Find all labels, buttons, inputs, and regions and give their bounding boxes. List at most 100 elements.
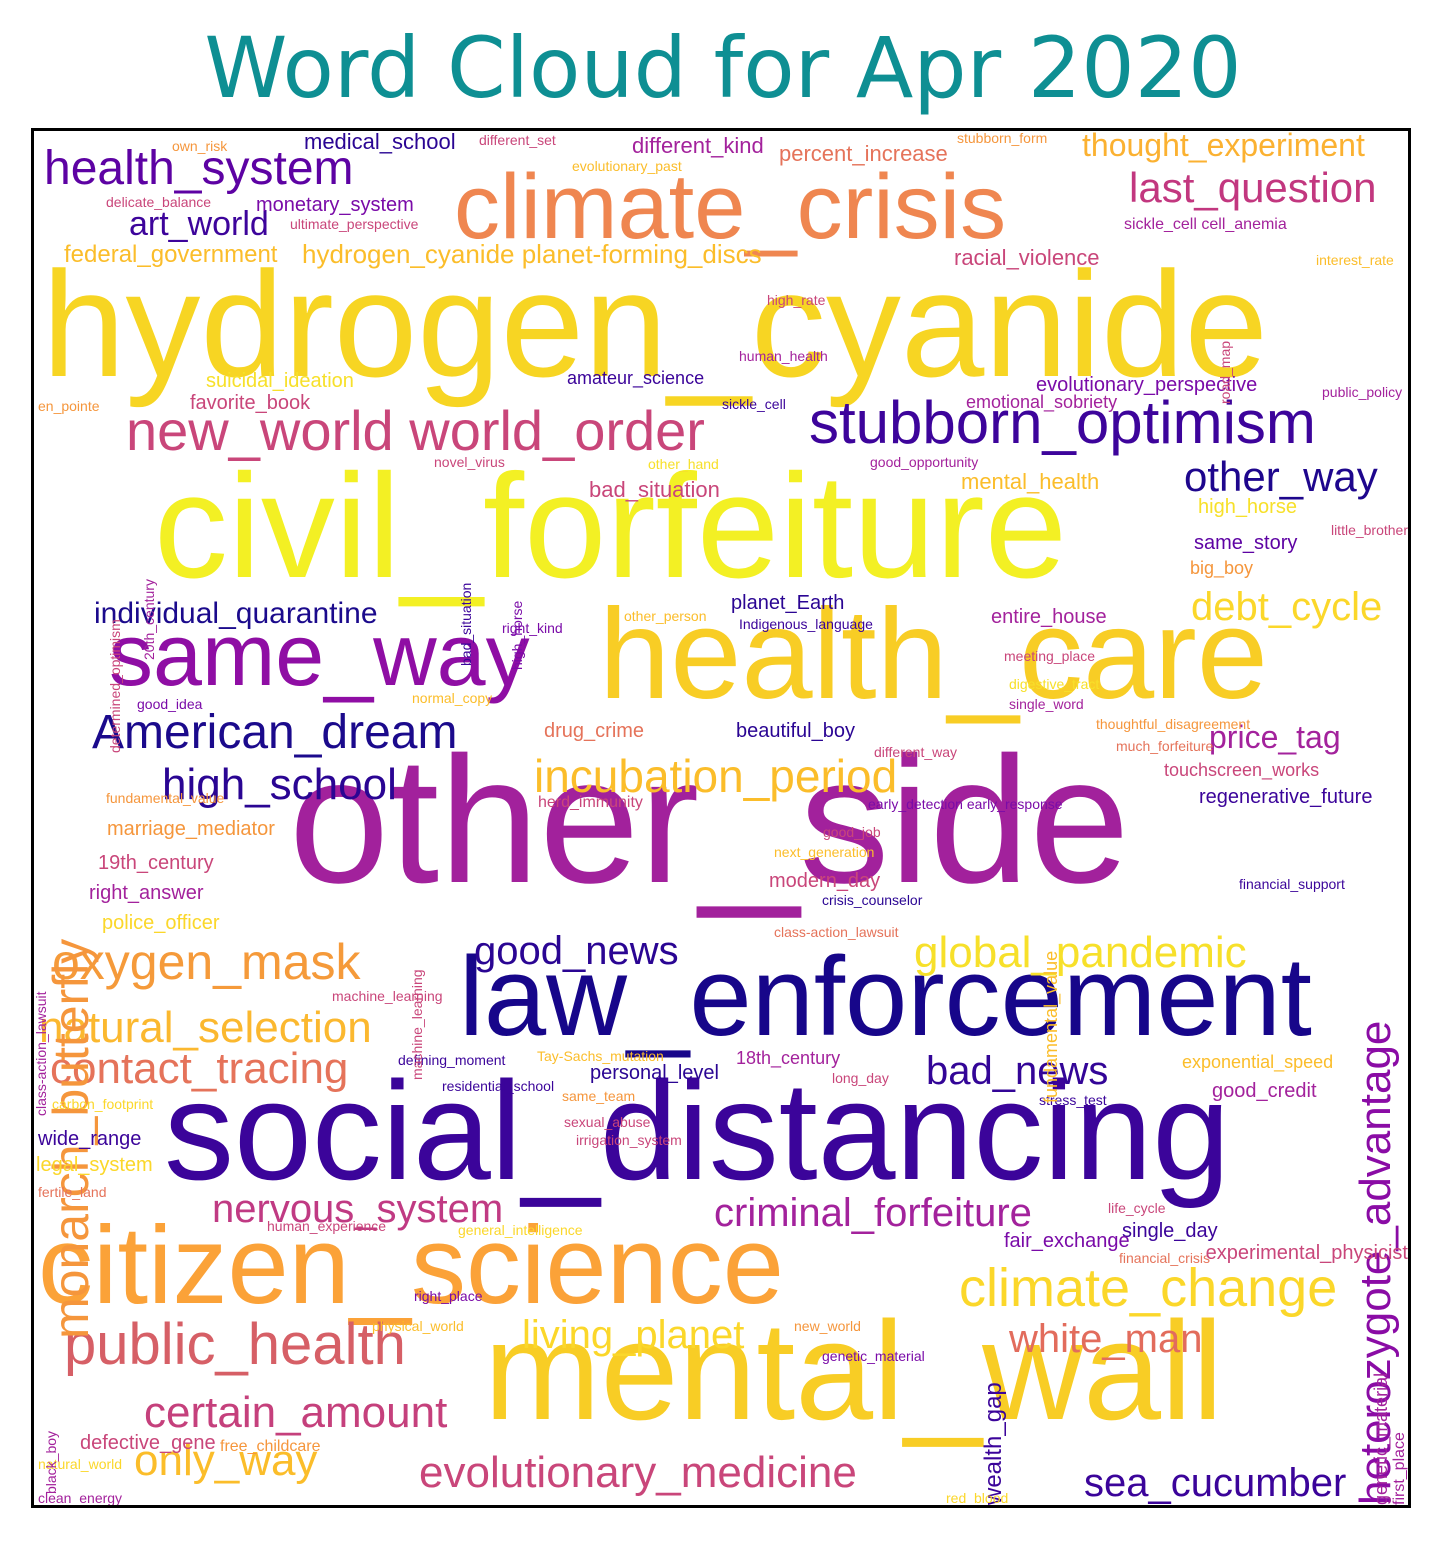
word-small: crisis_counselor — [822, 892, 923, 908]
word-small: life_cycle — [1108, 1200, 1166, 1216]
word-small: beautiful_boy — [736, 720, 855, 742]
word-public-health: public_health — [64, 1312, 406, 1377]
word-health-system: health_system — [44, 142, 354, 195]
word-small: thoughtful_disagreement — [1096, 716, 1251, 732]
word-american-dream: American_dream — [92, 706, 458, 759]
word-last-question: last_question — [1129, 164, 1377, 211]
word-small: different_way — [874, 744, 958, 760]
word-small: class-action_lawsuit — [774, 924, 899, 940]
word-small: en_pointe — [38, 398, 100, 414]
word-small: machine_learning — [332, 988, 443, 1004]
word-good-news: good_news — [474, 929, 679, 973]
word-cloud-frame: hydrogen_cyanide civil_forfeiture other_… — [31, 128, 1411, 1508]
word-small: carbon_footprint — [52, 1096, 154, 1112]
word-individual-quarantine: individual_quarantine — [94, 597, 378, 630]
word-citizen-science: citizen_science — [38, 1204, 784, 1327]
word-small: amateur_science — [567, 368, 705, 388]
word-climate-crisis: climate_crisis — [454, 156, 1007, 258]
word-small: single_day — [1122, 1220, 1218, 1242]
word-small: high_horse — [1198, 496, 1297, 518]
word-new-world-world-order: new_world world_order — [126, 399, 705, 462]
word-small: evolutionary_past — [572, 158, 682, 174]
word-small: financial_crisis — [1119, 1250, 1211, 1266]
word-small: single_word — [1009, 696, 1084, 712]
word-only-way: only_way — [134, 1436, 318, 1485]
word-small: regenerative_future — [1199, 786, 1373, 808]
word-small: irrigation_system — [576, 1132, 682, 1148]
word-small: interest_rate — [1316, 252, 1394, 268]
word-small: novel_virus — [434, 454, 505, 470]
word-thought-experiment: thought_experiment — [1082, 128, 1365, 163]
word-small-vertical: road_map — [1217, 340, 1233, 404]
word-small: good_idea — [137, 696, 203, 712]
word-small: meeting_place — [1004, 648, 1096, 664]
word-small: touchscreen_works — [1164, 760, 1320, 780]
word-small: fundamental_value — [106, 790, 225, 806]
word-same-way: same_way — [109, 605, 530, 704]
word-small: digestive_tract — [1009, 676, 1100, 692]
word-certain-amount: certain_amount — [144, 1388, 448, 1437]
word-small-vertical: high_horse — [509, 600, 525, 670]
word-small-vertical: fundamental_value — [1041, 950, 1061, 1103]
word-small: human_health — [739, 348, 828, 364]
word-small: fair_exchange — [1004, 1230, 1130, 1252]
word-small: right_kind — [502, 620, 563, 636]
word-small-vertical: machine_learning — [409, 969, 425, 1080]
word-law-enforcement: law_enforcement — [459, 934, 1312, 1059]
word-small: sickle_cell cell_anemia — [1124, 216, 1287, 233]
word-small: percent_increase — [779, 141, 948, 166]
word-small: defective_gene — [80, 1432, 216, 1454]
word-small: other_person — [624, 608, 707, 624]
word-small: planet_Earth — [731, 592, 845, 614]
word-small: good_opportunity — [870, 454, 979, 470]
word-small: early_detection early_response — [868, 796, 1063, 812]
word-small: different_kind — [632, 133, 764, 158]
word-small: modern_day — [769, 870, 881, 892]
word-small: residential_school — [442, 1078, 555, 1094]
word-small: Indigenous_language — [739, 616, 873, 632]
word-social-distancing: social_distancing — [164, 1052, 1231, 1209]
word-small: police_officer — [102, 912, 220, 934]
word-small-vertical: first_place — [1391, 1432, 1408, 1505]
word-small: drug_crime — [544, 720, 645, 742]
word-oxygen-mask: oxygen_mask — [52, 934, 361, 990]
word-small: mental_health — [961, 469, 1100, 494]
word-climate-change: climate_change — [959, 1258, 1338, 1318]
word-small: high_rate — [767, 292, 826, 308]
word-small-vertical: bad_situation — [458, 582, 474, 666]
word-other-way: other_way — [1184, 453, 1378, 500]
word-small: good_credit — [1212, 1080, 1317, 1102]
word-hydrogen-cyanide-planet-forming-discs: hydrogen_cyanide planet-forming_discs — [302, 239, 762, 269]
word-global-pandemic: global_pandemic — [914, 928, 1247, 977]
word-evolutionary-medicine: evolutionary_medicine — [419, 1448, 857, 1497]
word-small: legal_system — [36, 1154, 153, 1176]
word-hydrogen-cyanide: hydrogen_cyanide — [42, 240, 1268, 408]
word-small-vertical: genetic_material — [1371, 1372, 1391, 1505]
word-white-man: white_man — [1009, 1317, 1203, 1361]
word-small: defining_moment — [398, 1052, 506, 1068]
chart-title: Word Cloud for Apr 2020 — [204, 19, 1242, 117]
word-small: right_answer — [89, 882, 204, 904]
word-small: sexual_abuse — [564, 1114, 651, 1130]
word-small: sickle_cell — [722, 396, 786, 412]
word-federal-government: federal_government — [64, 241, 278, 268]
word-price-tag: price_tag — [1209, 719, 1341, 755]
word-stubborn-optimism: stubborn_optimism — [809, 389, 1316, 456]
word-small: human_experience — [267, 1218, 387, 1234]
word-small: red_blood — [946, 1490, 1009, 1506]
word-small: fertile_land — [38, 1184, 107, 1200]
word-small: favorite_book — [190, 392, 311, 414]
word-small: public_policy — [1322, 384, 1403, 400]
word-small: 19th_century — [98, 852, 214, 874]
word-small-vertical: black_boy — [43, 1430, 59, 1494]
word-small: delicate_balance — [106, 194, 212, 210]
word-small: suicidal_ideation — [206, 370, 354, 392]
word-sea-cucumber: sea_cucumber — [1084, 1461, 1347, 1505]
word-small: good_job — [823, 824, 881, 840]
word-other-side: other_side — [289, 720, 1130, 921]
word-small: own_risk — [172, 138, 228, 154]
word-small: different_set — [479, 132, 556, 148]
word-small: exponential_speed — [1182, 1052, 1334, 1072]
word-small: entire_house — [991, 606, 1107, 628]
word-small-vertical: class-action_lawsuit — [33, 991, 49, 1117]
